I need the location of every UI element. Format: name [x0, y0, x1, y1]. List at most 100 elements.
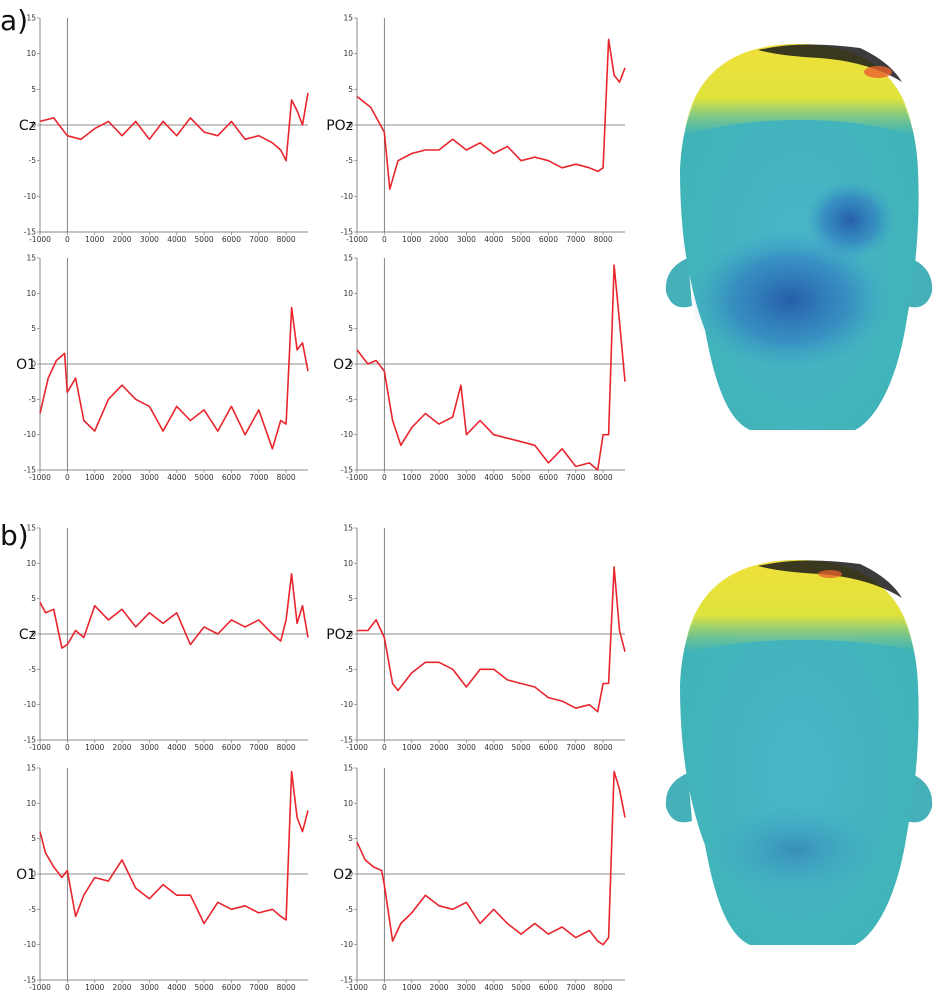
x-tick-label: 6000: [539, 743, 558, 752]
erp-trace: [39, 92, 309, 162]
x-tick-label: 5000: [512, 473, 531, 482]
x-tick-label: 0: [382, 983, 387, 992]
channel-label: O1: [16, 867, 36, 883]
head-yellow-cap-b: [684, 560, 914, 652]
x-tick-label: 6000: [222, 983, 241, 992]
y-tick-label: 0: [348, 360, 353, 369]
y-tick-label: -15: [341, 976, 353, 985]
x-tick-label: -1000: [29, 473, 51, 482]
y-tick-label: -10: [341, 940, 353, 949]
head-blue-region-a: [690, 230, 890, 370]
x-tick-label: 5000: [195, 473, 214, 482]
x-tick-label: 7000: [249, 983, 268, 992]
x-tick-label: -1000: [346, 473, 368, 482]
x-tick-label: -1000: [29, 743, 51, 752]
y-tick-label: 5: [31, 834, 36, 843]
head-black-patch-a: [758, 44, 902, 82]
head-ear-left-b: [665, 773, 692, 823]
y-tick-label: -15: [24, 466, 36, 475]
x-tick-label: 0: [382, 743, 387, 752]
erp-trace: [356, 770, 626, 946]
y-tick-label: -10: [24, 192, 36, 201]
x-tick-label: 0: [65, 235, 70, 244]
x-tick-label: 3000: [457, 473, 476, 482]
chart-8: 15 10 5 0 -5 -10 -15-1000 0 1000 2000 3000 4000 5000…: [333, 764, 626, 992]
channel-label: O2: [333, 867, 353, 883]
x-tick-label: 5000: [195, 235, 214, 244]
x-tick-label: -1000: [29, 983, 51, 992]
y-tick-label: 0: [348, 121, 353, 130]
chart-4: 15 10 5 0 -5 -10 -15-1000 0 1000 2000 3000 4000 5000…: [333, 254, 626, 482]
erp-trace: [39, 770, 309, 925]
y-tick-label: 0: [348, 870, 353, 879]
y-tick-label: 15: [343, 254, 353, 263]
y-tick-label: 10: [26, 799, 36, 808]
y-tick-label: -15: [24, 976, 36, 985]
chart-7: 15 10 5 0 -5 -10 -15-1000 0 1000 2000 3000 4000 5000…: [16, 764, 309, 992]
y-tick-label: 5: [348, 834, 353, 843]
y-tick-label: -10: [24, 430, 36, 439]
x-tick-label: 8000: [277, 983, 296, 992]
x-tick-label: 5000: [512, 743, 531, 752]
chart-3: 15 10 5 0 -5 -10 -15-1000 0 1000 2000 3000 4000 5000…: [16, 254, 309, 482]
x-tick-label: 8000: [594, 983, 613, 992]
x-tick-label: 1000: [402, 473, 421, 482]
x-tick-label: 8000: [277, 473, 296, 482]
y-tick-label: 15: [343, 14, 353, 23]
chart-2: 15 10 5 0 -5 -10 -15-1000 0 1000 2000 3000 4000 5000…: [326, 14, 626, 244]
y-tick-label: 15: [343, 764, 353, 773]
y-tick-label: -15: [24, 736, 36, 745]
x-tick-label: 7000: [249, 235, 268, 244]
head-red-spot-a: [864, 66, 892, 78]
y-tick-label: 10: [343, 49, 353, 58]
x-tick-label: 3000: [457, 983, 476, 992]
x-tick-label: 7000: [566, 235, 585, 244]
x-tick-label: 8000: [594, 235, 613, 244]
erp-trace: [39, 306, 309, 450]
y-tick-label: 5: [31, 594, 36, 603]
y-tick-label: 15: [343, 524, 353, 533]
x-tick-label: -1000: [346, 983, 368, 992]
x-tick-label: 2000: [429, 473, 448, 482]
x-tick-label: 4000: [167, 743, 186, 752]
head-topography-b: [665, 560, 933, 945]
head-topography-a: [665, 44, 933, 430]
y-tick-label: -10: [341, 430, 353, 439]
x-tick-label: 4000: [484, 743, 503, 752]
x-tick-label: 1000: [85, 473, 104, 482]
x-tick-label: 7000: [249, 473, 268, 482]
x-tick-label: 8000: [594, 743, 613, 752]
panel-label-b: b): [0, 519, 29, 552]
erp-trace: [39, 573, 309, 649]
y-tick-label: 0: [31, 121, 36, 130]
channel-label: POz: [326, 627, 353, 643]
x-tick-label: 0: [65, 983, 70, 992]
x-tick-label: 2000: [112, 983, 131, 992]
x-tick-label: 2000: [112, 235, 131, 244]
y-tick-label: -5: [346, 905, 354, 914]
y-tick-label: 10: [26, 49, 36, 58]
erp-trace: [357, 566, 626, 713]
y-tick-label: 10: [343, 799, 353, 808]
channel-label: O1: [16, 357, 36, 373]
x-tick-label: 4000: [167, 235, 186, 244]
x-tick-label: 3000: [457, 743, 476, 752]
x-tick-label: 0: [65, 473, 70, 482]
chart-1: 15 10 5 0 -5 -10 -15-1000 0 1000 2000 3000 4000 5000…: [19, 14, 309, 244]
y-tick-label: 5: [31, 324, 36, 333]
y-tick-label: -15: [341, 228, 353, 237]
y-tick-label: 0: [31, 870, 36, 879]
y-tick-label: 15: [26, 524, 36, 533]
x-tick-label: 3000: [457, 235, 476, 244]
x-tick-label: 6000: [539, 473, 558, 482]
x-tick-label: 0: [382, 235, 387, 244]
head-ear-left-a: [665, 258, 692, 308]
x-tick-label: 4000: [167, 983, 186, 992]
y-tick-label: 10: [343, 559, 353, 568]
y-tick-label: -15: [24, 228, 36, 237]
x-tick-label: 1000: [402, 235, 421, 244]
x-tick-label: 2000: [429, 983, 448, 992]
channel-label: POz: [326, 118, 353, 134]
